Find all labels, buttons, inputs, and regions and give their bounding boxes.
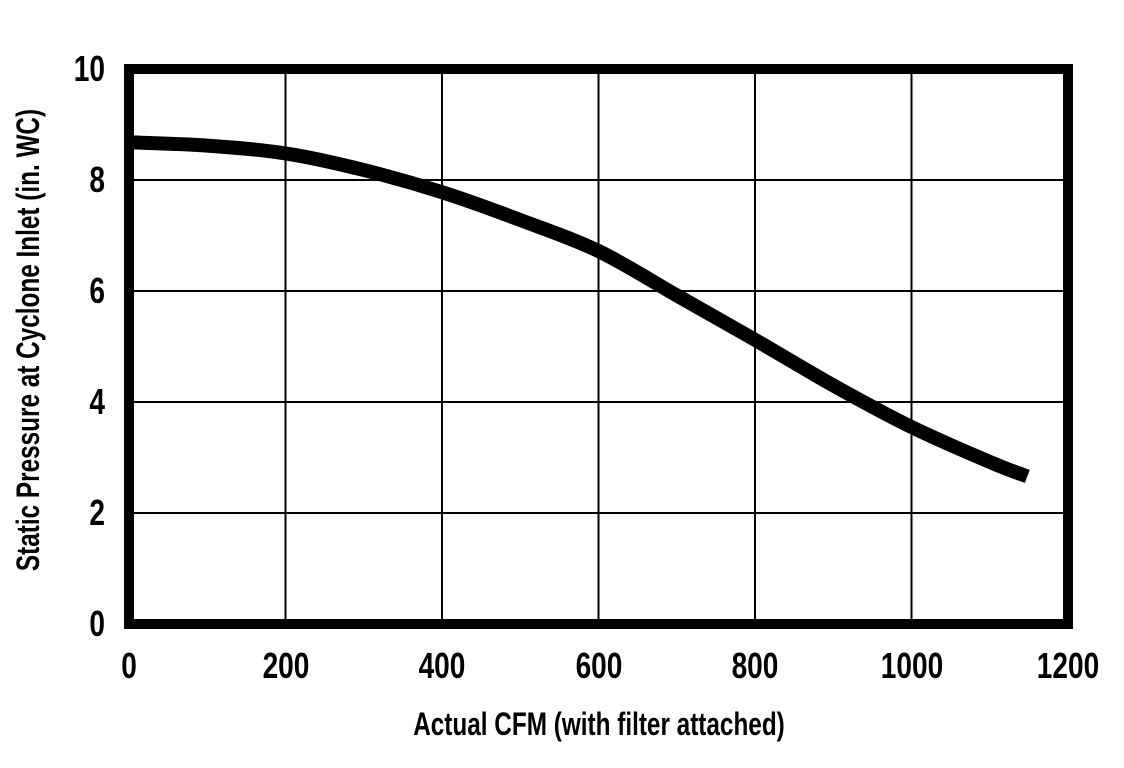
x-axis-tick-label: 1200 (1036, 645, 1100, 686)
y-axis-tick-label: 6 (89, 270, 105, 311)
plot-border (124, 64, 1073, 629)
x-axis-tick-label: 0 (121, 645, 137, 686)
x-axis-tick-label: 400 (418, 645, 466, 686)
x-axis-title: Actual CFM (with filter attached) (413, 706, 785, 742)
y-axis-tick-label: 8 (89, 159, 105, 200)
series-curve-static-pressure-vs-cfm (128, 135, 1030, 483)
x-axis-tick-label: 800 (731, 645, 779, 686)
y-axis-tick-label: 0 (89, 603, 105, 644)
y-axis-tick-label: 4 (89, 381, 105, 422)
x-axis-tick-label: 600 (575, 645, 622, 686)
x-axis-tick-label: 1000 (880, 645, 943, 686)
y-axis-tick-label: 10 (73, 48, 105, 89)
x-axis-tick-label: 200 (262, 645, 309, 686)
y-axis-tick-label: 2 (89, 492, 105, 533)
